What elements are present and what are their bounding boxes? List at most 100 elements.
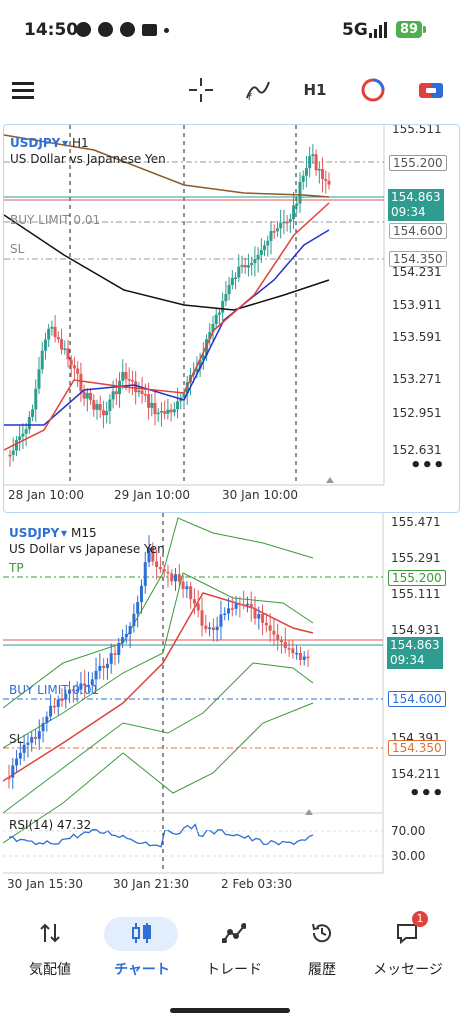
candle-body xyxy=(261,614,265,623)
more-options-icon[interactable]: ••• xyxy=(409,783,444,804)
candle-body xyxy=(37,369,41,389)
price-tick: 153.271 xyxy=(392,372,442,386)
message-badge: 1 xyxy=(412,911,428,927)
nav-trade[interactable]: トレード xyxy=(188,905,280,985)
signal-icon xyxy=(369,22,387,38)
buy-limit-label: BUY LIMIT 0.01 xyxy=(9,683,100,697)
candle-body xyxy=(269,231,273,241)
candle-body xyxy=(292,205,296,220)
candle-body xyxy=(211,627,215,631)
candle-body xyxy=(89,392,93,401)
chart-toolbar: f H1 xyxy=(0,70,461,110)
home-indicator xyxy=(170,1008,290,1013)
candle-body xyxy=(259,250,263,255)
candle-body xyxy=(53,326,57,338)
candle-body xyxy=(288,219,292,222)
candle-body xyxy=(311,154,315,157)
bollinger-band xyxy=(3,662,314,814)
chart-m15[interactable]: USDJPY ▾ M15 US Dollar vs Japanese Yen T… xyxy=(3,513,458,901)
chart-symbol[interactable]: USDJPY xyxy=(9,526,60,540)
price-tick: 155.471 xyxy=(391,515,441,529)
symbol-dropdown-icon[interactable]: ▾ xyxy=(62,136,69,150)
candle-body xyxy=(83,683,87,687)
candle-body xyxy=(298,181,302,204)
candle-body xyxy=(208,331,212,340)
candle-body xyxy=(109,653,113,664)
more-options-icon[interactable]: ••• xyxy=(410,455,445,476)
candle-body xyxy=(242,604,246,606)
candle-body xyxy=(150,402,154,408)
candle-body xyxy=(94,670,98,680)
objects-button[interactable] xyxy=(358,70,388,110)
candle-body xyxy=(230,608,234,610)
candle-body xyxy=(224,294,228,302)
candle-body xyxy=(111,391,115,400)
candle-body xyxy=(327,180,331,185)
chart-m15-canvas[interactable] xyxy=(3,513,458,901)
time-label: 30 Jan 10:00 xyxy=(222,488,298,502)
scroll-marker-icon xyxy=(305,809,313,815)
more-notifications-icon xyxy=(164,28,169,33)
candle-body xyxy=(50,326,54,329)
candle-body xyxy=(153,402,157,415)
candle-body xyxy=(105,411,109,416)
rsi-level: 30.00 xyxy=(391,849,426,863)
candle-body xyxy=(189,586,193,600)
candle-body xyxy=(155,561,159,568)
price-tick: 154.931 xyxy=(391,623,441,637)
candle-body xyxy=(139,585,143,603)
nav-history[interactable]: 履歴 xyxy=(276,905,368,985)
candle-body xyxy=(95,403,99,410)
candle-body xyxy=(215,626,219,631)
candle-body xyxy=(43,339,47,351)
sl-label: SL xyxy=(9,732,24,746)
candle-body xyxy=(108,399,112,412)
candle-body xyxy=(45,716,49,724)
menu-button[interactable] xyxy=(8,70,38,110)
candle-body xyxy=(230,277,234,286)
timeframe-button[interactable]: H1 xyxy=(300,70,330,110)
chart-h1[interactable]: USDJPY ▾ H1 US Dollar vs Japanese Yen BU… xyxy=(3,124,460,513)
candle-body xyxy=(90,679,94,686)
nav-label: 履歴 xyxy=(308,962,336,978)
messages-icon xyxy=(397,924,417,945)
sl-price-tag: 154.350 xyxy=(389,251,447,267)
bollinger-band xyxy=(3,702,314,844)
nav-quotes[interactable]: 気配値 xyxy=(4,905,96,985)
candle-body xyxy=(69,359,73,366)
price-tick: 152.951 xyxy=(392,406,442,420)
candle-body xyxy=(279,223,283,229)
chart-symbol[interactable]: USDJPY xyxy=(10,136,61,150)
candle-body xyxy=(72,365,76,369)
indicators-button[interactable]: f xyxy=(243,70,273,110)
candle-body xyxy=(60,339,64,350)
candle-body xyxy=(176,401,180,410)
candle-body xyxy=(143,394,147,396)
candle-body xyxy=(30,736,34,743)
candle-body xyxy=(56,337,60,340)
candle-body xyxy=(204,625,208,630)
candle-body xyxy=(101,410,105,416)
candle-body xyxy=(234,603,238,609)
candle-body xyxy=(287,648,291,650)
nav-chart[interactable]: チャート xyxy=(96,905,188,985)
candle-body xyxy=(40,350,44,370)
candle-body xyxy=(264,622,268,626)
candle-body xyxy=(256,254,260,260)
nav-messages[interactable]: 1 メッセージ xyxy=(362,905,454,985)
time-label: 28 Jan 10:00 xyxy=(8,488,84,502)
tp-price-tag: 155.200 xyxy=(388,570,446,586)
price-tick: 154.231 xyxy=(392,265,442,279)
sl-label: SL xyxy=(10,242,25,256)
trade-button[interactable] xyxy=(416,70,446,110)
bar-timer: 09:34 xyxy=(390,653,425,667)
candle-body xyxy=(170,573,174,582)
symbol-dropdown-icon[interactable]: ▾ xyxy=(61,526,68,540)
candle-body xyxy=(79,373,83,392)
chart-h1-canvas[interactable] xyxy=(4,125,459,512)
candle-body xyxy=(198,360,202,369)
time-label: 30 Jan 21:30 xyxy=(113,877,189,891)
candle-body xyxy=(196,603,200,611)
crosshair-button[interactable] xyxy=(186,70,216,110)
chart-timeframe: M15 xyxy=(71,526,97,540)
